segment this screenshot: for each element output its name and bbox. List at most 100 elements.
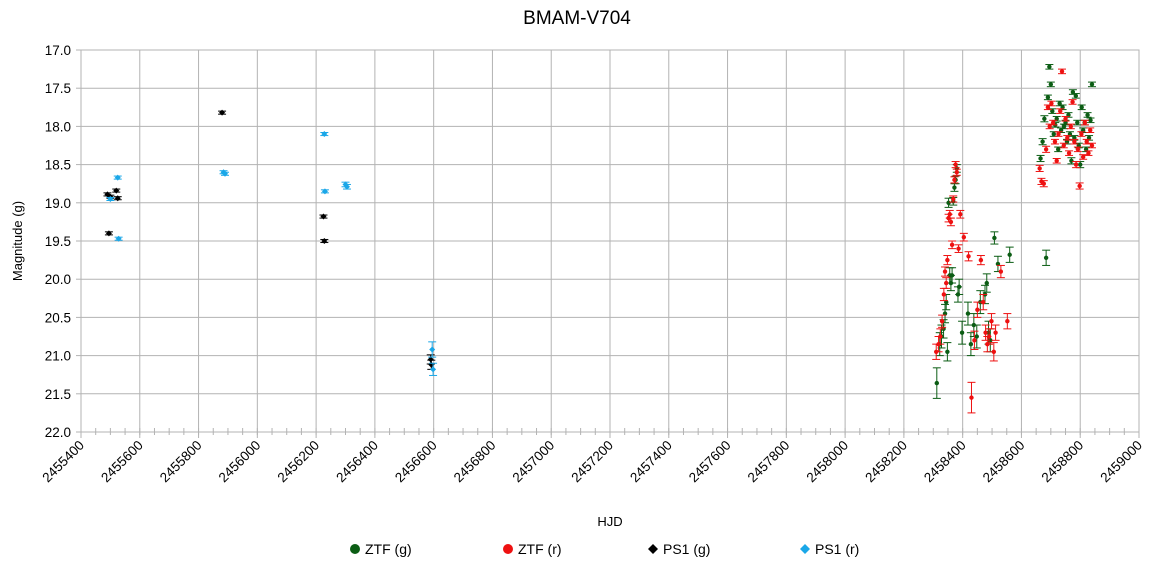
data-point <box>939 319 945 324</box>
y-axis-title: Magnitude (g) <box>10 201 25 281</box>
axis-ticks <box>76 49 1140 438</box>
data-point <box>1040 139 1045 144</box>
x-tick-label: 2457800 <box>745 438 793 486</box>
data-point <box>942 269 948 274</box>
data-point <box>1055 147 1061 152</box>
data-point <box>947 212 952 217</box>
data-point <box>989 319 994 324</box>
legend-label-0: ZTF (g) <box>365 541 412 557</box>
data-point <box>965 311 971 316</box>
data-point <box>1005 319 1010 324</box>
x-tick-label: 2455800 <box>157 438 205 486</box>
data-point <box>1041 181 1046 186</box>
x-tick-label: 2456400 <box>333 438 381 486</box>
data-point <box>1086 150 1091 156</box>
data-point <box>1048 82 1054 87</box>
x-tick-label: 2459000 <box>1097 438 1145 486</box>
data-point <box>1089 143 1095 148</box>
data-point <box>975 307 980 312</box>
series-2 <box>103 109 436 370</box>
data-point <box>1075 147 1081 152</box>
data-point <box>961 234 967 240</box>
data-point <box>1058 108 1063 114</box>
data-point <box>984 280 989 286</box>
y-tick-label: 18.0 <box>45 119 71 134</box>
data-point <box>105 230 112 237</box>
data-point <box>1089 82 1095 87</box>
data-points <box>103 64 1096 414</box>
data-point <box>429 346 436 353</box>
data-point <box>951 196 956 202</box>
data-point <box>114 174 121 181</box>
data-point <box>1073 93 1079 99</box>
data-point <box>1079 131 1084 137</box>
x-tick-label: 2458800 <box>1039 438 1087 486</box>
data-point <box>1065 135 1070 141</box>
data-point <box>953 162 958 167</box>
x-tick-label: 2457200 <box>568 438 616 486</box>
data-point <box>320 213 327 220</box>
data-point <box>1052 139 1058 144</box>
data-point <box>1061 143 1066 148</box>
data-point <box>1080 154 1086 160</box>
y-tick-label: 20.5 <box>45 310 71 325</box>
data-point <box>321 238 328 244</box>
data-point <box>945 349 950 354</box>
data-point <box>1056 131 1061 137</box>
data-point <box>222 170 229 177</box>
data-point <box>1049 101 1054 106</box>
data-point <box>938 334 943 339</box>
data-point <box>1075 120 1080 125</box>
data-point <box>952 177 957 183</box>
data-point <box>321 188 328 195</box>
data-point <box>986 334 992 339</box>
data-point <box>949 242 955 248</box>
x-tick-label: 2457000 <box>510 438 558 486</box>
data-point <box>1088 118 1093 123</box>
data-point <box>958 212 963 217</box>
data-point <box>1038 156 1043 161</box>
data-point <box>969 395 974 400</box>
data-point <box>1088 128 1093 133</box>
data-point <box>974 334 979 339</box>
x-tick-label: 2456200 <box>274 438 322 486</box>
series-0 <box>932 64 1096 399</box>
data-point <box>115 235 122 242</box>
x-tick-label: 2455600 <box>98 438 146 486</box>
x-tick-label: 2458000 <box>803 438 851 486</box>
data-point <box>1037 166 1042 171</box>
data-point <box>956 246 961 251</box>
data-point <box>1070 99 1075 105</box>
data-point <box>343 183 350 190</box>
y-tick-label: 18.5 <box>45 158 71 173</box>
x-axis-title: HJD <box>597 514 622 529</box>
y-tick-label: 17.0 <box>45 43 71 58</box>
y-tick-label: 17.5 <box>45 81 71 96</box>
x-tick-label: 2455400 <box>39 438 87 486</box>
x-tick-label: 2457600 <box>686 438 734 486</box>
data-point <box>948 219 954 225</box>
legend-marker-0 <box>350 544 360 554</box>
legend-marker-2 <box>648 544 658 554</box>
legend-label-1: ZTF (r) <box>518 541 562 557</box>
data-point <box>1072 139 1077 144</box>
data-point <box>952 185 957 190</box>
legend-label-3: PS1 (r) <box>815 541 859 557</box>
data-point <box>956 284 962 290</box>
data-point <box>1059 69 1065 74</box>
legend: ZTF (g) ZTF (r) PS1 (g) PS1 (r) <box>350 541 859 557</box>
y-tick-label: 19.5 <box>45 234 71 249</box>
data-point <box>1051 131 1056 137</box>
data-point <box>1043 255 1049 261</box>
legend-marker-1 <box>503 544 513 554</box>
data-point <box>1082 120 1088 125</box>
data-point <box>1054 158 1059 163</box>
data-point <box>1078 162 1083 167</box>
data-point <box>944 280 949 286</box>
x-tick-label: 2456000 <box>216 438 264 486</box>
x-tick-label: 2456800 <box>451 438 499 486</box>
data-point <box>991 349 997 354</box>
data-point <box>113 187 120 194</box>
data-point <box>1043 147 1049 152</box>
x-tick-label: 2457400 <box>627 438 675 486</box>
